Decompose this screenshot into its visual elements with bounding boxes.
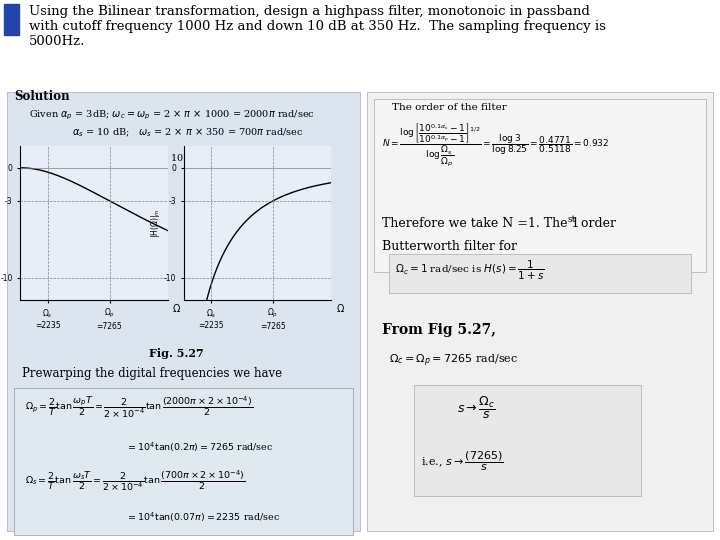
Text: $\Omega_c = \Omega_p = 7265$ rad/sec: $\Omega_c = \Omega_p = 7265$ rad/sec [389,353,518,369]
Text: Therefore we take N =1. The 1: Therefore we take N =1. The 1 [382,217,579,230]
Text: $N = \dfrac{\log\left[\dfrac{10^{0.1\alpha_s}-1}{10^{0.1\alpha_p}-1}\right]^{1/2: $N = \dfrac{\log\left[\dfrac{10^{0.1\alp… [382,122,609,170]
Text: Given $\alpha_p$ = 3dB; $\omega_c = \omega_p$ = 2 $\times$ $\pi$ $\times$ 1000 =: Given $\alpha_p$ = 3dB; $\omega_c = \ome… [29,109,315,122]
FancyBboxPatch shape [7,92,360,531]
Text: $\Omega$: $\Omega$ [172,302,181,314]
Text: The order of the filter: The order of the filter [392,103,507,112]
Text: $\Omega$: $\Omega$ [336,302,345,314]
Text: Solution: Solution [14,90,70,103]
Y-axis label: |H($\Omega$)|$_m$: |H($\Omega$)|$_m$ [149,208,162,238]
Text: From Fig 5.27,: From Fig 5.27, [382,323,495,337]
FancyBboxPatch shape [14,388,353,535]
Text: Using the Bilinear transformation, design a highpass filter, monotonoic in passb: Using the Bilinear transformation, desig… [29,5,606,49]
FancyBboxPatch shape [389,254,691,293]
Text: $T = \dfrac{1}{f} = \dfrac{1}{5000}$ = 2 $\times$ 10$^{-4}$ sec: $T = \dfrac{1}{f} = \dfrac{1}{5000}$ = 2… [72,147,214,171]
Text: $= 10^4\tan(0.07\pi) = 2235$ rad/sec: $= 10^4\tan(0.07\pi) = 2235$ rad/sec [126,510,280,524]
Text: $\Omega_s = \dfrac{2}{T}\tan\dfrac{\omega_s T}{2} = \dfrac{2}{2\times10^{-4}}\ta: $\Omega_s = \dfrac{2}{T}\tan\dfrac{\omeg… [25,468,246,494]
Text: $= 10^4\tan(0.2\pi) = 7265$ rad/sec: $= 10^4\tan(0.2\pi) = 7265$ rad/sec [126,441,274,454]
Text: $\alpha_s$ = 10 dB;   $\omega_s$ = 2 $\times$ $\pi$ $\times$ 350 = 700$\pi$ rad/: $\alpha_s$ = 10 dB; $\omega_s$ = 2 $\tim… [72,127,304,139]
Text: st: st [567,214,576,224]
Text: $\Omega_c = 1$ rad/sec is $H(s) = \dfrac{1}{1+s}$: $\Omega_c = 1$ rad/sec is $H(s) = \dfrac… [395,259,544,282]
FancyBboxPatch shape [367,92,713,531]
Text: order: order [577,217,616,230]
Text: Prewarping the digital frequencies we have: Prewarping the digital frequencies we ha… [22,367,282,380]
Text: Butterworth filter for: Butterworth filter for [382,240,517,253]
Bar [4,4,19,35]
Text: Fig. 5.27: Fig. 5.27 [149,348,204,360]
FancyBboxPatch shape [374,99,706,272]
Text: i.e., $s \rightarrow \dfrac{(7265)}{s}$: i.e., $s \rightarrow \dfrac{(7265)}{s}$ [421,450,504,474]
Text: $s \rightarrow \dfrac{\Omega_c}{s}$: $s \rightarrow \dfrac{\Omega_c}{s}$ [457,395,496,421]
FancyBboxPatch shape [414,386,641,496]
Text: $\Omega_p = \dfrac{2}{T}\tan\dfrac{\omega_p T}{2} = \dfrac{2}{2\times10^{-4}}\ta: $\Omega_p = \dfrac{2}{T}\tan\dfrac{\omeg… [25,395,253,420]
